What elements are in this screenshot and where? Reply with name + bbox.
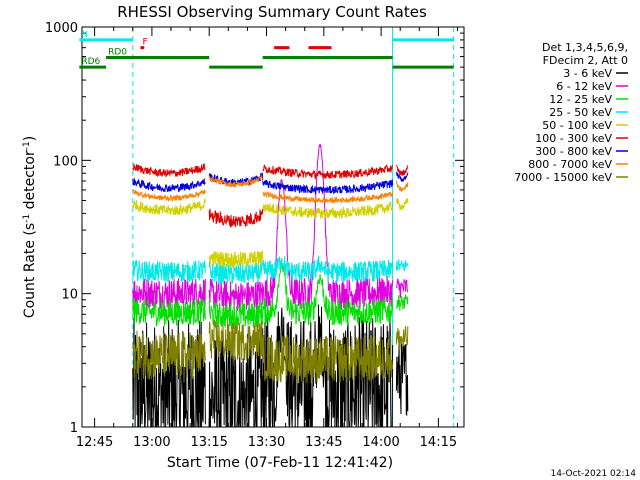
series-line <box>132 163 206 178</box>
x-tick-label: 13:00 <box>133 435 170 450</box>
series-line <box>132 260 206 283</box>
x-axis-label: Start Time (07-Feb-11 12:41:42) <box>167 455 393 471</box>
legend-header: FDecim 2, Att 0 <box>543 54 628 67</box>
y-tick-label: 100 <box>53 154 78 169</box>
legend-header: Det 1,3,4,5,6,9, <box>542 41 628 54</box>
y-axis-label-part: Count Rate (s <box>22 223 38 318</box>
series-line <box>395 180 409 192</box>
series-line <box>262 200 394 219</box>
series-line <box>132 297 206 327</box>
x-tick-label: 13:30 <box>248 435 285 450</box>
plot-frame <box>81 26 465 428</box>
series-line <box>208 250 264 270</box>
flag-label: RD0 <box>108 48 127 58</box>
flag-label: N <box>81 30 88 40</box>
y-axis: 1 10 100 1000 <box>45 21 464 436</box>
y-tick-label: 10 <box>61 288 78 303</box>
series-line <box>262 259 394 326</box>
series-line <box>132 189 206 203</box>
x-tick-label: 12:45 <box>76 435 113 450</box>
series-line <box>132 199 206 216</box>
x-tick-label: 13:45 <box>305 435 342 450</box>
legend-entry-label: 12 - 25 keV <box>549 93 612 106</box>
x-axis: 12:45 13:00 13:15 13:30 13:45 14:00 14:15 <box>76 27 459 450</box>
legend-entry-label: 100 - 300 keV <box>535 132 612 145</box>
flag-label: F <box>142 38 147 48</box>
series-line <box>208 278 264 313</box>
series-line <box>132 330 206 380</box>
y-axis-label: Count Rate (s-1 detector-1) <box>22 136 38 318</box>
legend-entry-label: 7000 - 15000 keV <box>514 171 612 184</box>
legend-entry-label: 25 - 50 keV <box>549 106 612 119</box>
x-tick-label: 14:00 <box>362 435 399 450</box>
y-axis-label-part: ) <box>22 136 38 141</box>
status-flags: N F RD0 RD6 <box>79 30 454 69</box>
series-line <box>395 325 409 351</box>
series-line <box>395 278 409 299</box>
legend-entry-label: 800 - 7000 keV <box>528 158 612 171</box>
chart-title: RHESSI Observing Summary Count Rates <box>117 3 427 21</box>
series-line <box>395 172 409 182</box>
series-line <box>262 179 394 195</box>
y-axis-label-part: -1 <box>22 141 32 150</box>
y-axis-label-part: -1 <box>22 214 32 223</box>
flag-label: RD6 <box>81 57 100 67</box>
legend-entry-label: 6 - 12 keV <box>556 80 612 93</box>
plot-area <box>81 27 455 428</box>
series-line <box>208 261 264 285</box>
series-line <box>208 208 264 228</box>
series-line <box>396 164 409 177</box>
y-tick-label: 1000 <box>45 21 78 36</box>
footer-timestamp: 14-Oct-2021 02:14 <box>551 469 637 479</box>
legend-entry-label: 3 - 6 keV <box>563 67 612 80</box>
x-tick-label: 13:15 <box>190 435 227 450</box>
series-line <box>208 319 264 361</box>
series-line <box>262 255 394 283</box>
legend-entry-label: 50 - 100 keV <box>542 119 612 132</box>
series-line <box>262 334 394 384</box>
series-line <box>132 278 206 311</box>
legend: Det 1,3,4,5,6,9,FDecim 2, Att 03 - 6 keV… <box>514 41 628 184</box>
x-tick-label: 14:15 <box>420 435 457 450</box>
series-line <box>395 259 409 271</box>
legend-entry-label: 300 - 800 keV <box>535 145 612 158</box>
series-line <box>262 164 394 180</box>
series-line <box>395 338 409 417</box>
series-line <box>395 198 409 211</box>
series-line <box>396 294 409 311</box>
series-line <box>132 178 206 193</box>
series-line <box>208 174 263 189</box>
series-line <box>262 190 394 205</box>
series-line <box>208 300 264 330</box>
y-axis-label-part: detector <box>22 150 38 214</box>
y-tick-label: 1 <box>70 421 78 436</box>
